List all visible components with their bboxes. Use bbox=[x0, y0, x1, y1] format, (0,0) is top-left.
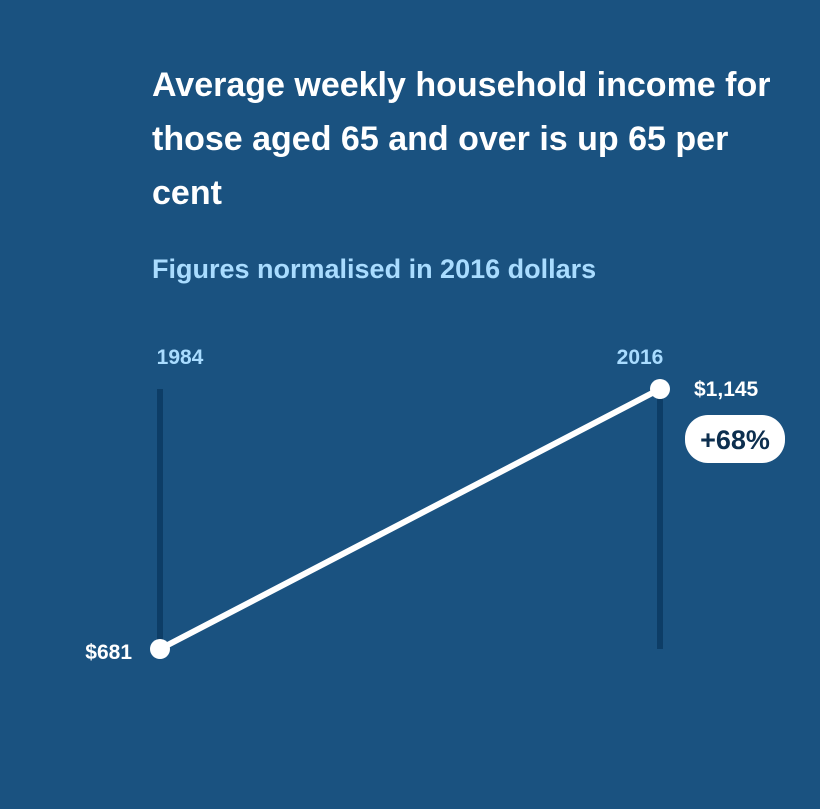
change-badge: +68% bbox=[685, 415, 785, 463]
year-label-1984: 1984 bbox=[157, 346, 204, 369]
change-badge-label: +68% bbox=[700, 425, 770, 455]
data-point-2016 bbox=[650, 379, 670, 399]
chart-title: Average weekly household income for thos… bbox=[152, 66, 771, 212]
series-line bbox=[157, 386, 663, 652]
data-point-1984 bbox=[150, 639, 170, 659]
chart-subtitle: Figures normalised in 2016 dollars bbox=[152, 254, 597, 284]
value-label-2016: $1,145 bbox=[694, 378, 759, 401]
year-label-2016: 2016 bbox=[617, 346, 664, 369]
value-label-1984: $681 bbox=[85, 641, 132, 664]
change-badge-background bbox=[685, 415, 785, 463]
